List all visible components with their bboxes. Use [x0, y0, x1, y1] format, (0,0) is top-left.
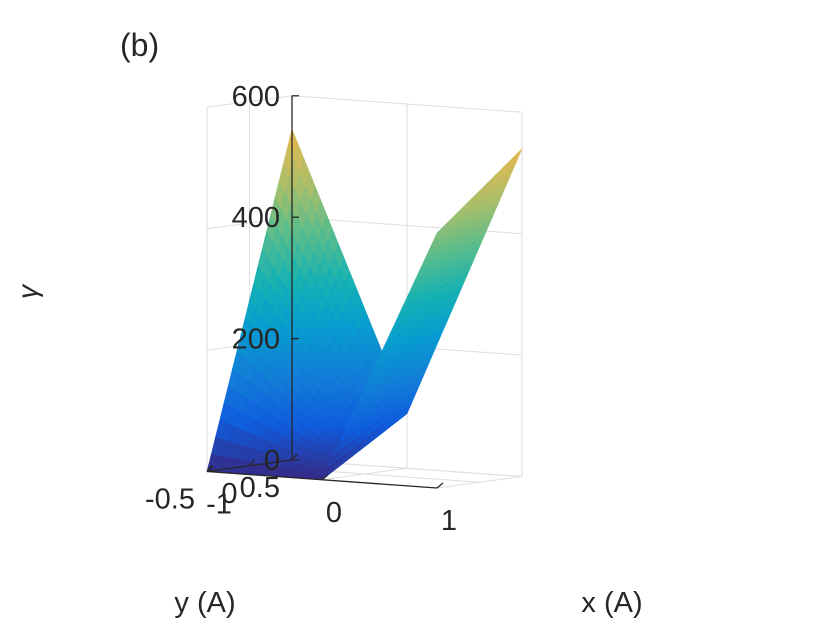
y-tick-label: 0 [221, 478, 237, 510]
y-tick-label: 0.5 [240, 472, 280, 504]
y-tick-label: -0.5 [145, 484, 195, 516]
z-tick-label: 400 [232, 202, 280, 234]
panel-label: (b) [120, 27, 159, 63]
x-tick [321, 474, 329, 481]
surface-patch [431, 228, 442, 246]
y-tick [291, 453, 298, 461]
z-axis-label: γ [12, 283, 43, 299]
z-tick-label: 600 [232, 81, 280, 113]
y-tick [249, 459, 255, 467]
x-tick [206, 466, 214, 472]
x-tick [436, 482, 444, 489]
x-tick-label: 0 [326, 497, 342, 529]
x-tick-label: -1 [206, 489, 232, 521]
x-tick-label: 1 [441, 505, 457, 537]
x-axis-label: x (A) [581, 587, 642, 619]
surface [206, 128, 523, 481]
z-tick-label: 0 [264, 445, 280, 477]
z-tick-label: 200 [232, 324, 280, 356]
y-axis-label: y (A) [174, 587, 235, 619]
axes [206, 95, 444, 489]
